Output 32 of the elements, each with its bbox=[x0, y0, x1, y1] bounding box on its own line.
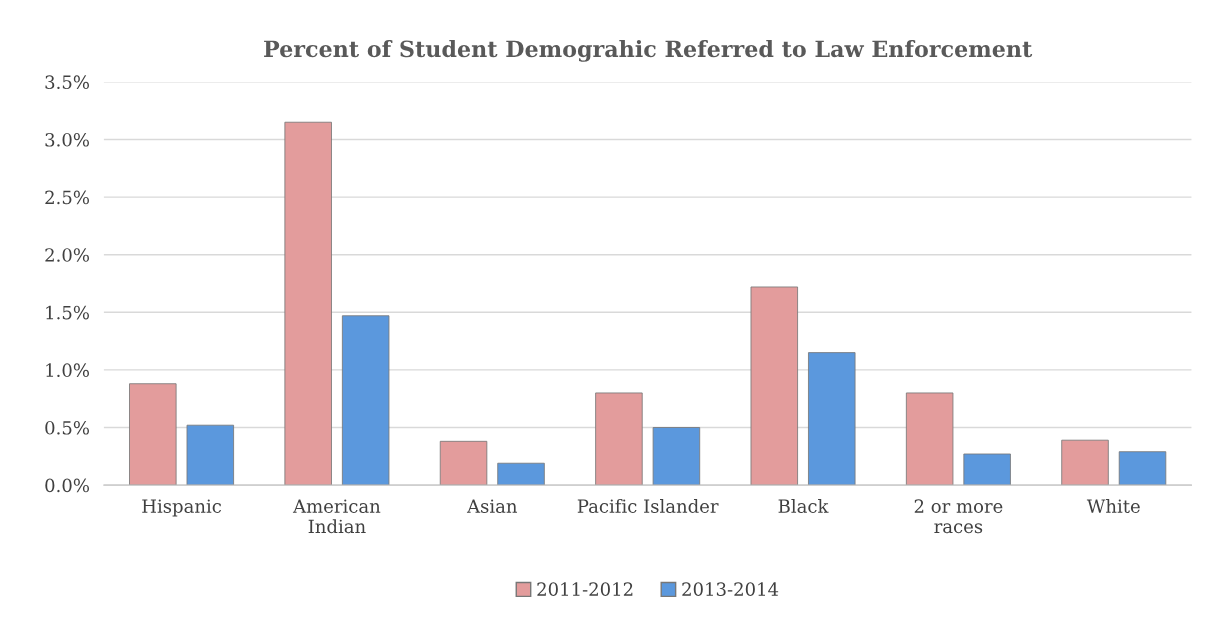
bar bbox=[341, 315, 390, 486]
x-tick-label: Hispanic bbox=[142, 499, 222, 517]
legend-label: 2011-2012 bbox=[537, 582, 633, 596]
x-tick-label: Black bbox=[778, 498, 829, 513]
bar bbox=[129, 383, 177, 486]
legend-label: 2013-2014 bbox=[682, 582, 779, 596]
y-tick-label: 0.0% bbox=[45, 478, 89, 493]
bar bbox=[808, 352, 856, 486]
chart-title: Percent of Student Demograhic Referred to Law Enforcement bbox=[264, 40, 1033, 62]
bar bbox=[186, 424, 235, 486]
x-tick-label: 2 or more races bbox=[914, 499, 1003, 534]
bar bbox=[284, 121, 332, 486]
y-tick-label: 3.0% bbox=[45, 132, 89, 147]
bar bbox=[652, 427, 701, 486]
y-tick-label: 1.5% bbox=[46, 305, 89, 320]
y-tick-label: 0.5% bbox=[45, 420, 89, 435]
bar bbox=[1061, 439, 1109, 486]
bar bbox=[750, 286, 799, 486]
bar bbox=[439, 440, 488, 486]
bar bbox=[963, 453, 1011, 486]
y-tick-label: 1.0% bbox=[46, 363, 89, 378]
y-tick-label: 3.5% bbox=[45, 75, 89, 90]
y-tick-label: 2.0% bbox=[45, 248, 89, 262]
bar bbox=[905, 392, 954, 486]
x-tick-label: Pacific Islander bbox=[577, 498, 719, 513]
bar bbox=[595, 392, 643, 486]
x-tick-label: American Indian bbox=[292, 499, 381, 534]
bar bbox=[497, 462, 545, 486]
x-tick-label: White bbox=[1086, 498, 1140, 513]
bar bbox=[1118, 451, 1167, 486]
x-tick-label: Asian bbox=[466, 499, 518, 513]
y-tick-label: 2.5% bbox=[45, 190, 89, 205]
